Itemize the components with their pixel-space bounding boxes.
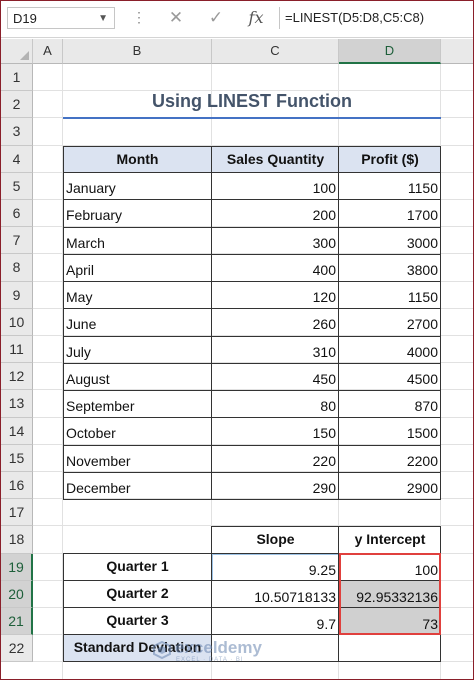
chevron-down-icon[interactable]: ▼ <box>98 13 108 24</box>
selected-range-d19-d21[interactable] <box>339 553 441 635</box>
watermark: exceldemy EXCEL · DATA · BI <box>153 638 303 664</box>
row-header-18[interactable]: 18 <box>1 526 33 554</box>
profit-cell[interactable]: 2200 <box>406 452 438 469</box>
row-header-6[interactable]: 6 <box>1 200 33 228</box>
row-header-17[interactable]: 17 <box>1 499 33 527</box>
slope-cell[interactable]: 9.25 <box>308 562 336 578</box>
sales-cell[interactable]: 80 <box>320 398 336 414</box>
row-header-11[interactable]: 11 <box>1 336 33 364</box>
function-icon[interactable]: fx <box>248 8 264 27</box>
month-cell[interactable]: March <box>66 234 105 251</box>
column-header-c[interactable]: C <box>212 39 339 64</box>
result-label-cell[interactable]: Quarter 2 <box>106 585 169 601</box>
month-cell[interactable]: October <box>66 425 116 442</box>
profit-cell[interactable]: 2900 <box>406 479 438 496</box>
row-header-3[interactable]: 3 <box>1 118 33 146</box>
month-cell[interactable]: February <box>66 207 123 224</box>
profit-cell[interactable]: 3000 <box>406 234 438 251</box>
formula-input[interactable]: =LINEST(D5:D8,C5:C8) <box>285 10 425 25</box>
profit-cell[interactable]: 4500 <box>406 370 438 387</box>
profit-cell[interactable]: 2700 <box>406 316 438 333</box>
sales-cell[interactable]: 220 <box>312 452 336 469</box>
exceldemy-logo-icon <box>153 641 171 659</box>
intercept-cell[interactable] <box>339 635 441 662</box>
profit-cell[interactable]: 1150 <box>407 289 438 305</box>
month-cell[interactable]: July <box>66 343 91 360</box>
row-header-16[interactable]: 16 <box>1 472 33 500</box>
sales-cell[interactable]: 120 <box>312 289 336 305</box>
name-box-value: D19 <box>13 11 37 26</box>
sales-cell[interactable]: 100 <box>312 180 336 196</box>
sales-cell[interactable]: 310 <box>312 343 336 360</box>
month-cell[interactable]: August <box>66 370 110 387</box>
month-cell[interactable]: May <box>66 289 93 305</box>
header-profit: Profit ($) <box>361 151 419 167</box>
header-y-intercept: y Intercept <box>354 531 426 547</box>
profit-cell[interactable]: 4000 <box>406 343 438 360</box>
sales-cell[interactable]: 450 <box>312 370 336 387</box>
close-icon[interactable]: ✕ <box>168 8 184 27</box>
check-icon[interactable]: ✓ <box>208 8 224 27</box>
table-header-fill <box>63 146 441 173</box>
std-dev-fill <box>63 635 212 662</box>
month-cell[interactable]: June <box>66 316 97 333</box>
slope-cell[interactable]: 10.50718133 <box>254 589 336 605</box>
sales-cell[interactable]: 200 <box>312 207 336 224</box>
intercept-cell[interactable]: 92.95332136 <box>356 589 438 605</box>
formula-bar: D19 ▼ ⋮ ✕ ✓ fx =LINEST(D5:D8,C5:C8) <box>1 1 473 38</box>
header-slope: Slope <box>256 531 295 547</box>
row-header-20[interactable]: 20 <box>1 580 33 608</box>
drag-handle-icon[interactable]: ⋮ <box>132 9 146 25</box>
formula-divider <box>279 7 280 29</box>
row-header-8[interactable]: 8 <box>1 254 33 282</box>
sales-cell[interactable]: 400 <box>312 261 336 278</box>
row-header-22[interactable]: 22 <box>1 635 33 663</box>
row-header-7[interactable]: 7 <box>1 227 33 255</box>
row-header-19[interactable]: 19 <box>1 553 33 581</box>
watermark-tagline: EXCEL · DATA · BI <box>176 657 244 663</box>
sales-cell[interactable]: 260 <box>312 316 336 333</box>
slope-cell[interactable]: 9.7 <box>316 616 336 632</box>
sales-cell[interactable]: 300 <box>312 234 336 251</box>
month-cell[interactable]: September <box>66 398 135 414</box>
row-header-12[interactable]: 12 <box>1 363 33 391</box>
row-header-21[interactable]: 21 <box>1 608 33 636</box>
month-cell[interactable]: April <box>66 261 95 278</box>
column-header-e[interactable] <box>441 39 473 64</box>
column-header-d[interactable]: D <box>339 39 441 64</box>
month-cell[interactable]: January <box>66 180 116 196</box>
row-header-15[interactable]: 15 <box>1 444 33 472</box>
row-header-5[interactable]: 5 <box>1 172 33 200</box>
row-header-1[interactable]: 1 <box>1 64 33 92</box>
column-header-a[interactable]: A <box>33 39 63 64</box>
profit-cell[interactable]: 3800 <box>406 261 438 278</box>
watermark-name: exceldemy <box>175 638 262 657</box>
month-cell[interactable]: November <box>66 452 131 469</box>
intercept-cell[interactable]: 100 <box>414 562 438 578</box>
profit-cell[interactable]: 1150 <box>407 180 438 196</box>
row-header-9[interactable]: 9 <box>1 281 33 309</box>
profit-cell[interactable]: 1700 <box>406 207 438 224</box>
name-box[interactable]: D19 ▼ <box>7 7 115 29</box>
title-underline <box>63 117 441 119</box>
intercept-cell[interactable]: 73 <box>422 616 438 632</box>
profit-cell[interactable]: 1500 <box>406 425 438 442</box>
result-label-cell[interactable]: Quarter 1 <box>106 558 169 574</box>
sales-cell[interactable]: 150 <box>312 425 336 442</box>
row-header-13[interactable]: 13 <box>1 390 33 418</box>
page-title: Using LINEST Function <box>152 91 352 111</box>
row-header-10[interactable]: 10 <box>1 308 33 336</box>
header-sales-quantity: Sales Quantity <box>226 151 325 167</box>
row-header-14[interactable]: 14 <box>1 417 33 445</box>
result-label-cell[interactable]: Quarter 3 <box>106 612 169 628</box>
row-header-2[interactable]: 2 <box>1 91 33 119</box>
profit-cell[interactable]: 870 <box>414 398 438 414</box>
select-all-button[interactable] <box>1 39 33 64</box>
month-cell[interactable]: December <box>66 479 131 496</box>
row-header-4[interactable]: 4 <box>1 145 33 173</box>
header-month: Month <box>116 151 159 167</box>
column-header-b[interactable]: B <box>63 39 212 64</box>
sales-cell[interactable]: 290 <box>312 479 336 496</box>
